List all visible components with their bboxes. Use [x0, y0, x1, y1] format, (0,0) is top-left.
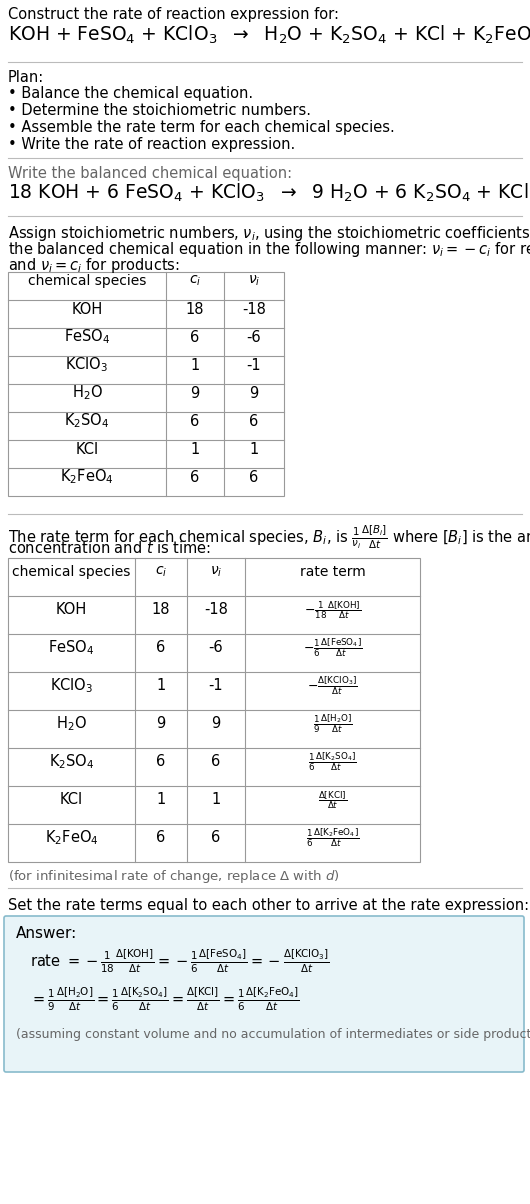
Text: the balanced chemical equation in the following manner: $\nu_i = -c_i$ for react: the balanced chemical equation in the fo… — [8, 240, 530, 259]
Text: $-\frac{1}{18}\frac{\Delta[\mathrm{KOH}]}{\Delta t}$: $-\frac{1}{18}\frac{\Delta[\mathrm{KOH}]… — [304, 600, 361, 621]
Text: 6: 6 — [250, 413, 259, 429]
Text: 9: 9 — [250, 385, 259, 401]
Text: -1: -1 — [246, 358, 261, 372]
Text: The rate term for each chemical species, $B_i$, is $\frac{1}{\nu_i}\frac{\Delta[: The rate term for each chemical species,… — [8, 524, 530, 551]
Text: FeSO$_4$: FeSO$_4$ — [48, 638, 95, 657]
Text: and $\nu_i = c_i$ for products:: and $\nu_i = c_i$ for products: — [8, 256, 180, 275]
Text: 9: 9 — [156, 716, 165, 732]
Text: rate $= -\frac{1}{18}\frac{\Delta[\mathrm{KOH}]}{\Delta t} = -\frac{1}{6}\frac{\: rate $= -\frac{1}{18}\frac{\Delta[\mathr… — [30, 948, 330, 975]
Text: H$_2$O: H$_2$O — [56, 715, 87, 733]
Text: -6: -6 — [246, 330, 261, 344]
Text: KOH: KOH — [72, 301, 103, 317]
Text: 6: 6 — [156, 755, 165, 769]
Text: 9: 9 — [211, 716, 220, 732]
Text: $\frac{1}{6}\frac{\Delta[\mathrm{K_2FeO_4}]}{\Delta t}$: $\frac{1}{6}\frac{\Delta[\mathrm{K_2FeO_… — [306, 827, 359, 849]
Text: Construct the rate of reaction expression for:: Construct the rate of reaction expressio… — [8, 7, 339, 22]
Text: Answer:: Answer: — [16, 926, 77, 942]
Text: 1: 1 — [190, 358, 200, 372]
Text: • Balance the chemical equation.: • Balance the chemical equation. — [8, 85, 253, 101]
Text: KOH + FeSO$_4$ + KClO$_3$  $\rightarrow$  H$_2$O + K$_2$SO$_4$ + KCl + K$_2$FeO$: KOH + FeSO$_4$ + KClO$_3$ $\rightarrow$ … — [8, 24, 530, 46]
Text: K$_2$FeO$_4$: K$_2$FeO$_4$ — [45, 828, 99, 848]
Text: 1: 1 — [156, 679, 165, 694]
Text: 6: 6 — [156, 831, 165, 845]
Text: -18: -18 — [242, 301, 266, 317]
Text: 18 KOH + 6 FeSO$_4$ + KClO$_3$  $\rightarrow$  9 H$_2$O + 6 K$_2$SO$_4$ + KCl + : 18 KOH + 6 FeSO$_4$ + KClO$_3$ $\rightar… — [8, 182, 530, 205]
Text: (for infinitesimal rate of change, replace Δ with $d$): (for infinitesimal rate of change, repla… — [8, 868, 340, 885]
Text: rate term: rate term — [299, 565, 365, 579]
Text: • Write the rate of reaction expression.: • Write the rate of reaction expression. — [8, 137, 295, 152]
Text: KClO$_3$: KClO$_3$ — [65, 355, 109, 374]
Text: 18: 18 — [152, 602, 170, 618]
Text: concentration and $t$ is time:: concentration and $t$ is time: — [8, 541, 211, 556]
Text: Plan:: Plan: — [8, 70, 44, 85]
Text: $\frac{1}{6}\frac{\Delta[\mathrm{K_2SO_4}]}{\Delta t}$: $\frac{1}{6}\frac{\Delta[\mathrm{K_2SO_4… — [308, 750, 357, 773]
Text: -18: -18 — [204, 602, 228, 618]
Text: H$_2$O: H$_2$O — [72, 384, 102, 402]
Text: $\frac{1}{9}\frac{\Delta[\mathrm{H_2O}]}{\Delta t}$: $\frac{1}{9}\frac{\Delta[\mathrm{H_2O}]}… — [313, 713, 352, 736]
Text: 6: 6 — [190, 413, 200, 429]
Text: KClO$_3$: KClO$_3$ — [50, 677, 93, 696]
Text: $c_i$: $c_i$ — [189, 273, 201, 288]
FancyBboxPatch shape — [4, 916, 524, 1072]
Text: $-\frac{1}{6}\frac{\Delta[\mathrm{FeSO_4}]}{\Delta t}$: $-\frac{1}{6}\frac{\Delta[\mathrm{FeSO_4… — [303, 637, 362, 660]
Text: 9: 9 — [190, 385, 200, 401]
Text: $\nu_i$: $\nu_i$ — [210, 565, 222, 579]
Text: K$_2$SO$_4$: K$_2$SO$_4$ — [64, 412, 110, 430]
Text: $= \frac{1}{9}\frac{\Delta[\mathrm{H_2O}]}{\Delta t} = \frac{1}{6}\frac{\Delta[\: $= \frac{1}{9}\frac{\Delta[\mathrm{H_2O}… — [30, 986, 300, 1014]
Text: 6: 6 — [190, 330, 200, 344]
Text: 1: 1 — [211, 792, 220, 808]
Bar — [8, 557, 420, 862]
Text: -6: -6 — [209, 641, 223, 655]
Bar — [8, 272, 284, 496]
Text: • Assemble the rate term for each chemical species.: • Assemble the rate term for each chemic… — [8, 120, 395, 135]
Text: $-\frac{\Delta[\mathrm{KClO_3}]}{\Delta t}$: $-\frac{\Delta[\mathrm{KClO_3}]}{\Delta … — [307, 674, 358, 697]
Text: K$_2$SO$_4$: K$_2$SO$_4$ — [49, 752, 94, 772]
Text: 1: 1 — [250, 442, 259, 456]
Text: Write the balanced chemical equation:: Write the balanced chemical equation: — [8, 166, 292, 181]
Text: 6: 6 — [156, 641, 165, 655]
Text: 18: 18 — [186, 301, 204, 317]
Text: KCl: KCl — [60, 792, 83, 808]
Text: K$_2$FeO$_4$: K$_2$FeO$_4$ — [60, 467, 114, 486]
Text: $c_i$: $c_i$ — [155, 565, 167, 579]
Text: 1: 1 — [190, 442, 200, 456]
Text: chemical species: chemical species — [12, 565, 131, 579]
Text: KCl: KCl — [75, 442, 99, 456]
Text: Assign stoichiometric numbers, $\nu_i$, using the stoichiometric coefficients, $: Assign stoichiometric numbers, $\nu_i$, … — [8, 224, 530, 243]
Text: FeSO$_4$: FeSO$_4$ — [64, 327, 110, 347]
Text: (assuming constant volume and no accumulation of intermediates or side products): (assuming constant volume and no accumul… — [16, 1028, 530, 1041]
Text: • Determine the stoichiometric numbers.: • Determine the stoichiometric numbers. — [8, 104, 311, 118]
Text: Set the rate terms equal to each other to arrive at the rate expression:: Set the rate terms equal to each other t… — [8, 898, 529, 913]
Text: 6: 6 — [190, 470, 200, 484]
Text: 6: 6 — [211, 755, 220, 769]
Text: $\frac{\Delta[\mathrm{KCl}]}{\Delta t}$: $\frac{\Delta[\mathrm{KCl}]}{\Delta t}$ — [318, 789, 347, 811]
Text: -1: -1 — [209, 679, 223, 694]
Text: 6: 6 — [250, 470, 259, 484]
Text: KOH: KOH — [56, 602, 87, 618]
Text: 1: 1 — [156, 792, 165, 808]
Text: 6: 6 — [211, 831, 220, 845]
Text: chemical species: chemical species — [28, 275, 146, 288]
Text: $\nu_i$: $\nu_i$ — [248, 273, 260, 288]
